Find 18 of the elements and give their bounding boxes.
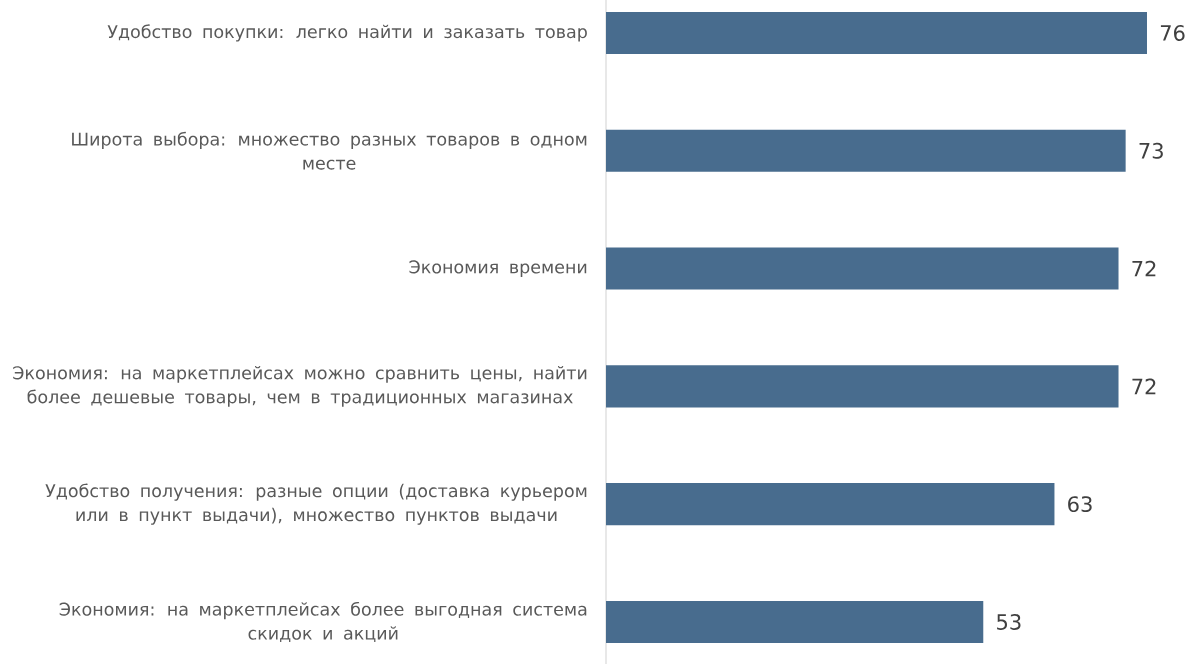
data-label: 72 — [1132, 260, 1156, 277]
bar — [606, 247, 1119, 290]
y-tick-label: Широта выбора: множество разных товаров в одном месте — [72, 131, 587, 170]
y-tick-label: Удобство покупки: легко найти и заказать товар — [107, 24, 587, 42]
data-label: 72 — [1132, 378, 1156, 395]
data-label: 73 — [1139, 142, 1163, 159]
data-label: 53 — [997, 613, 1021, 630]
data-label: 63 — [1068, 496, 1092, 513]
bar — [606, 483, 1055, 526]
y-tick-label: Экономия времени — [409, 260, 587, 277]
bar — [606, 11, 1147, 54]
bar — [606, 365, 1119, 408]
y-tick-label: Экономия: на маркетплейсах можно сравнить цены, найти более дешевые товары, чем в традиционных магазинах — [13, 365, 587, 407]
bar — [606, 129, 1126, 172]
bar — [606, 600, 984, 643]
y-tick-label: Экономия: на маркетплейсах более выгодная система скидок и акций — [59, 601, 587, 642]
y-tick-label: Удобство получения: разные опции (доставка курьером или в пункт выдачи), множество пунктов выдачи — [45, 483, 587, 525]
data-label: 76 — [1160, 25, 1185, 41]
